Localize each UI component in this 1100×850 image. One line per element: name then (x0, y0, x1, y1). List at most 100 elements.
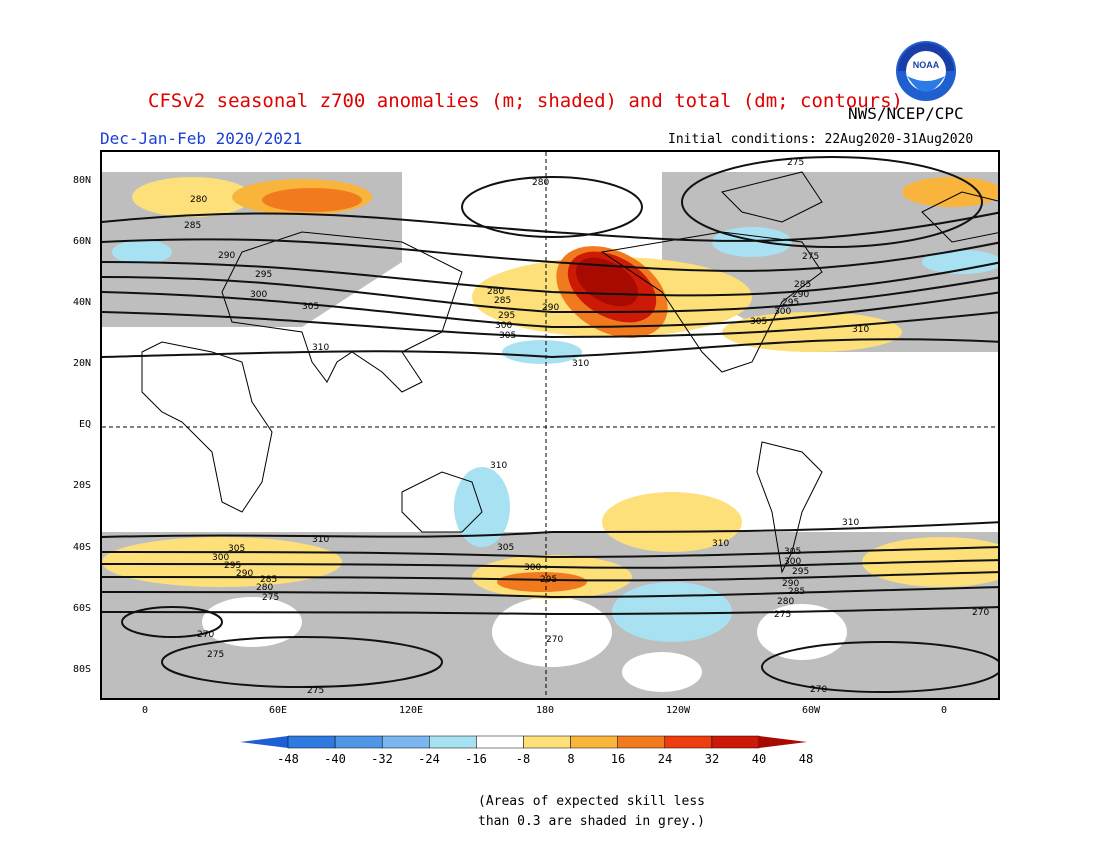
grid-lines (102, 152, 998, 698)
contour-label-310: 310 (712, 539, 729, 549)
lat-label: 60S (73, 603, 92, 614)
contour-label-290: 290 (792, 290, 809, 300)
contour-label-305: 305 (784, 547, 801, 557)
z700-contours (102, 156, 998, 693)
contour-label-300: 300 (495, 321, 512, 331)
colorbar-label: 48 (798, 752, 814, 766)
colorbar-cell (523, 735, 571, 749)
contour-label-295: 295 (255, 270, 272, 280)
lat-label: 40N (73, 297, 92, 308)
contour-labels: 280 275 280 285 290 295 300 305 310 280 … (184, 158, 989, 696)
colorbar-label: -24 (418, 752, 440, 766)
contour-label-280: 280 (487, 287, 504, 297)
colorbar-arrow-high (759, 736, 807, 748)
contour-label-285: 285 (260, 575, 277, 585)
lat-label: 40S (73, 542, 92, 553)
colorbar-label: -16 (465, 752, 487, 766)
contour-label-310: 310 (490, 461, 507, 471)
lat-label: EQ (79, 419, 92, 430)
lon-label: 180 (535, 705, 555, 716)
colorbar-label: -40 (324, 752, 346, 766)
colorbar-label: 16 (610, 752, 626, 766)
contour-label-275: 275 (787, 158, 804, 168)
contour-label-280: 280 (777, 597, 794, 607)
colorbar-label: -32 (371, 752, 393, 766)
contour-label-295: 295 (540, 575, 557, 585)
contour-label-270: 270 (546, 635, 563, 645)
contour-label-270: 270 (197, 630, 214, 640)
contour-label-300: 300 (212, 553, 229, 563)
contour-label-280: 280 (190, 195, 207, 205)
contour-label-290: 290 (542, 303, 559, 313)
skill-note-line: (Areas of expected skill less (478, 794, 705, 809)
colorbar-cell (664, 735, 713, 749)
contour-label-305: 305 (228, 544, 245, 554)
contour-label-275: 275 (207, 650, 224, 660)
contour-label-305: 305 (302, 302, 319, 312)
contour-label-295: 295 (498, 311, 515, 321)
contour-label-280: 280 (532, 178, 549, 188)
colorbar-cell (381, 735, 430, 749)
initial-conditions-label: Initial conditions: 22Aug2020-31Aug2020 (668, 132, 974, 147)
skill-note-line: than 0.3 are shaded in grey.) (478, 814, 705, 829)
contour-label-310: 310 (572, 359, 589, 369)
map-title: CFSv2 seasonal z700 anomalies (m; shaded… (148, 90, 903, 112)
contour-label-285: 285 (794, 280, 811, 290)
colorbar-cell (617, 735, 666, 749)
lat-label: 80N (73, 175, 92, 186)
contour-label-285: 285 (184, 221, 201, 231)
agency-label: NWS/NCEP/CPC (848, 104, 964, 123)
lat-label: 60N (73, 236, 92, 247)
lon-label: 0 (141, 705, 149, 716)
anomaly-map: 280 275 280 285 290 295 300 305 310 280 … (100, 150, 1000, 700)
contour-label-295: 295 (792, 567, 809, 577)
colorbar-arrow-low (240, 736, 288, 748)
colorbar (240, 735, 807, 749)
lat-label: 80S (73, 664, 92, 675)
colorbar-cell (711, 735, 760, 749)
contour-label-300: 300 (784, 557, 801, 567)
skill-note: (Areas of expected skill less than 0.3 a… (478, 792, 705, 832)
contour-label-290: 290 (236, 569, 253, 579)
contour-label-310: 310 (852, 325, 869, 335)
noaa-logo-icon: NOAA (896, 41, 956, 101)
contour-label-300: 300 (524, 563, 541, 573)
colorbar-label: -48 (277, 752, 299, 766)
contour-label-300: 300 (250, 290, 267, 300)
contour-label-275: 275 (802, 252, 819, 262)
colorbar-label: -8 (515, 752, 531, 766)
colorbar-label: 8 (567, 752, 575, 766)
noaa-logo-text: NOAA (913, 60, 940, 70)
contour-label-270: 270 (972, 608, 989, 618)
contour-label-275: 275 (774, 610, 791, 620)
colorbar-cell (476, 735, 524, 749)
contour-label-295: 295 (224, 561, 241, 571)
contour-label-305: 305 (499, 331, 516, 341)
colorbar-label: 24 (657, 752, 673, 766)
contour-label-310: 310 (312, 343, 329, 353)
contour-label-300: 300 (774, 307, 791, 317)
lon-label: 120E (398, 705, 424, 716)
season-label: Dec-Jan-Feb 2020/2021 (100, 129, 303, 148)
contour-label-305: 305 (750, 317, 767, 327)
colorbar-label: 40 (751, 752, 767, 766)
contour-label-310: 310 (842, 518, 859, 528)
contour-label-290: 290 (218, 251, 235, 261)
lon-label: 0 (940, 705, 948, 716)
colorbar-cell (287, 735, 336, 749)
lon-label: 120W (665, 705, 691, 716)
contour-label-275: 275 (262, 593, 279, 603)
lat-label: 20S (73, 480, 92, 491)
contour-label-310: 310 (312, 535, 329, 545)
colorbar-label: 32 (704, 752, 720, 766)
contour-label-290: 290 (782, 579, 799, 589)
colorbar-cell (429, 735, 477, 749)
lon-label: 60W (801, 705, 821, 716)
contour-label-305: 305 (497, 543, 514, 553)
colorbar-cell (570, 735, 618, 749)
contour-label-285: 285 (788, 587, 805, 597)
contour-label-285: 285 (494, 296, 511, 306)
contour-label-275: 275 (307, 686, 324, 696)
lon-label: 60E (268, 705, 288, 716)
colorbar-cell (334, 735, 383, 749)
